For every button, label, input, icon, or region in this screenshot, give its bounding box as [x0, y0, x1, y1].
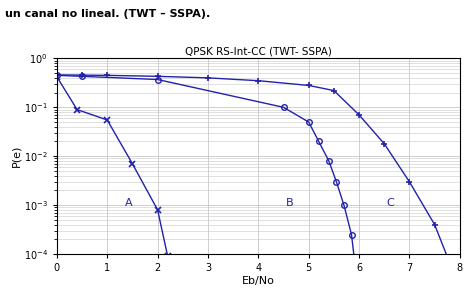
- Text: B: B: [286, 198, 294, 208]
- X-axis label: Eb/No: Eb/No: [242, 276, 275, 286]
- Text: un canal no lineal. (TWT – SSPA).: un canal no lineal. (TWT – SSPA).: [5, 9, 210, 19]
- Y-axis label: P(e): P(e): [11, 145, 21, 167]
- Text: C: C: [387, 198, 394, 208]
- Title: QPSK RS-Int-CC (TWT- SSPA): QPSK RS-Int-CC (TWT- SSPA): [185, 46, 332, 56]
- Text: A: A: [125, 198, 133, 208]
